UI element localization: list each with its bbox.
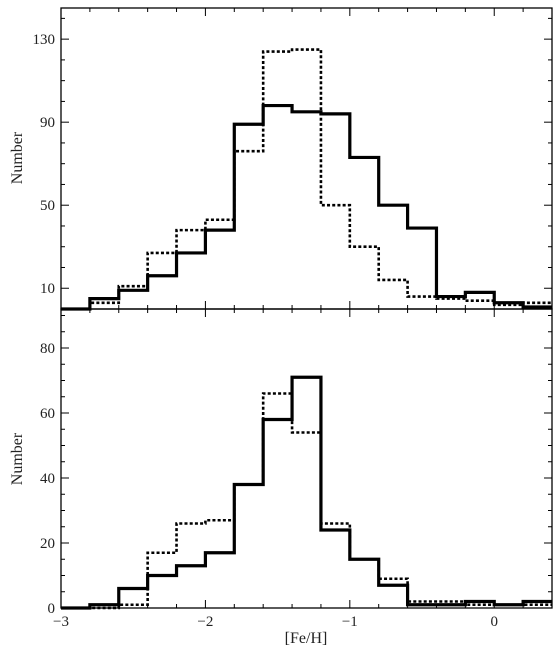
bottom-panel: 0 20 40 60 80 −3 −2 −1 0 Number [Fe/H] (9, 308, 553, 647)
histogram-dotted-line (61, 48, 552, 311)
top-y-axis-label: Number (9, 131, 26, 184)
x-tick-label: −1 (342, 614, 358, 630)
top-panel-frame (60, 7, 553, 310)
histogram-dotted-line (61, 392, 552, 610)
y-tick-label: 50 (40, 198, 55, 214)
top-panel: 10 50 90 130 Number (9, 7, 553, 311)
x-tick-label: −2 (197, 614, 213, 630)
x-tick-label: 0 (490, 614, 498, 630)
bottom-histogram-series (61, 375, 552, 610)
y-tick-label: 80 (40, 341, 55, 357)
y-tick-label: 20 (40, 536, 55, 552)
bottom-panel-frame (60, 308, 553, 609)
top-tick-marks (60, 8, 553, 310)
y-tick-label: 0 (48, 601, 56, 617)
y-tick-label: 90 (40, 115, 55, 131)
y-tick-label: 40 (40, 471, 55, 487)
bottom-x-tick-labels: −3 −2 −1 0 (53, 614, 498, 630)
x-tick-label: −3 (53, 614, 69, 630)
y-tick-label: 130 (33, 32, 56, 48)
top-y-tick-labels: 10 50 90 130 (33, 32, 56, 297)
bottom-tick-marks (60, 309, 553, 609)
y-tick-label: 10 (40, 281, 55, 297)
top-histogram-series (61, 48, 552, 311)
histogram-solid-line (61, 103, 552, 311)
bottom-y-axis-label: Number (9, 432, 26, 485)
bottom-y-tick-labels: 0 20 40 60 80 (40, 341, 55, 617)
histogram-solid-line (61, 375, 552, 610)
x-axis-label: [Fe/H] (285, 630, 328, 647)
y-tick-label: 60 (40, 406, 55, 422)
